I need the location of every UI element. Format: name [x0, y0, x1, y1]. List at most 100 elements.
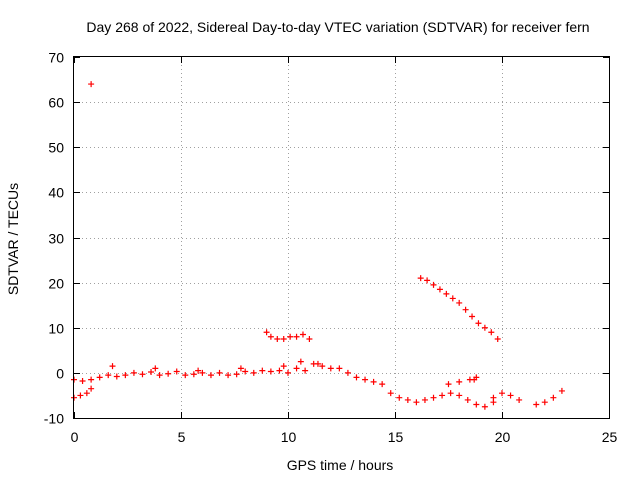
y-tick-label: -10	[44, 411, 64, 427]
data-point	[424, 277, 431, 284]
data-point	[319, 363, 326, 370]
x-tick-label: 15	[388, 429, 404, 445]
data-point	[280, 363, 287, 370]
x-tick-label: 5	[178, 429, 186, 445]
data-point	[83, 390, 90, 397]
data-point	[267, 368, 274, 375]
data-point	[274, 336, 281, 343]
data-point	[370, 378, 377, 385]
data-point	[443, 290, 450, 297]
data-point	[456, 392, 463, 399]
x-tick-label: 20	[495, 429, 511, 445]
plot-frame	[73, 56, 610, 419]
data-point	[306, 336, 313, 343]
data-point	[148, 368, 155, 375]
data-point	[490, 394, 497, 401]
data-point	[475, 320, 482, 327]
data-point	[293, 333, 300, 340]
data-point	[421, 396, 428, 403]
data-point	[473, 401, 480, 408]
data-point	[494, 336, 501, 343]
data-point	[417, 275, 424, 282]
y-tick-label: 20	[48, 276, 64, 292]
data-point	[237, 365, 244, 372]
data-point	[430, 394, 437, 401]
data-point	[263, 329, 270, 336]
data-point	[233, 371, 240, 378]
data-point	[88, 376, 95, 383]
data-point	[327, 365, 334, 372]
data-point	[558, 387, 565, 394]
data-point	[299, 331, 306, 338]
data-point	[302, 367, 309, 374]
data-point	[499, 390, 505, 397]
data-point	[122, 372, 129, 379]
data-point	[79, 377, 86, 384]
x-tick-label: 10	[281, 429, 297, 445]
data-point	[297, 358, 304, 365]
data-point	[533, 401, 540, 408]
data-point	[507, 392, 514, 399]
data-point	[447, 390, 454, 397]
data-point	[88, 81, 95, 88]
data-point	[139, 371, 146, 378]
y-tick-label: 10	[48, 321, 64, 337]
data-point	[165, 370, 172, 377]
data-point	[550, 394, 557, 401]
data-point	[464, 396, 471, 403]
data-point	[216, 369, 223, 376]
data-point	[250, 369, 257, 376]
data-point	[362, 376, 369, 383]
data-layer	[71, 81, 565, 410]
data-point	[314, 360, 321, 367]
grid-layer	[74, 57, 609, 418]
data-point	[293, 365, 300, 372]
data-point	[182, 372, 189, 379]
data-point	[152, 365, 159, 372]
data-point	[396, 394, 403, 401]
data-point	[190, 371, 197, 378]
data-point	[469, 313, 476, 320]
data-point	[195, 367, 202, 374]
data-point	[225, 372, 232, 379]
y-tick-label: 0	[56, 366, 64, 382]
y-tick-label: 70	[48, 50, 64, 66]
data-point	[488, 329, 495, 336]
data-point	[430, 281, 437, 288]
data-point	[173, 368, 180, 375]
data-point	[404, 396, 411, 403]
data-point	[276, 367, 283, 374]
data-point	[445, 381, 452, 388]
data-point	[481, 324, 488, 331]
data-point	[344, 369, 351, 376]
data-point	[130, 369, 137, 376]
data-point	[353, 374, 360, 381]
data-point	[88, 385, 95, 392]
series-sdtvar	[71, 81, 565, 410]
tick-layer: -10 0 10 20 30 40 50 60 70 0 5 10 15 20 25	[44, 50, 618, 446]
data-point	[156, 372, 163, 379]
data-point	[336, 365, 343, 372]
data-point	[105, 372, 112, 379]
data-point	[456, 299, 463, 306]
data-point	[541, 399, 548, 406]
data-point	[456, 378, 463, 385]
data-point	[436, 286, 443, 293]
x-tick-label: 0	[71, 429, 79, 445]
data-point	[379, 381, 386, 388]
y-tick-label: 60	[48, 95, 64, 111]
data-point	[199, 369, 206, 376]
x-tick-label: 25	[602, 429, 618, 445]
data-point	[287, 333, 294, 340]
y-tick-label: 40	[48, 185, 64, 201]
data-point	[387, 390, 394, 397]
data-point	[473, 374, 480, 381]
data-point	[462, 306, 469, 313]
data-point	[449, 295, 456, 302]
data-point	[481, 403, 488, 410]
data-point	[413, 399, 420, 406]
y-axis-label: SDTVAR / TECUs	[5, 183, 21, 295]
data-point	[516, 396, 523, 403]
data-point	[439, 392, 446, 399]
